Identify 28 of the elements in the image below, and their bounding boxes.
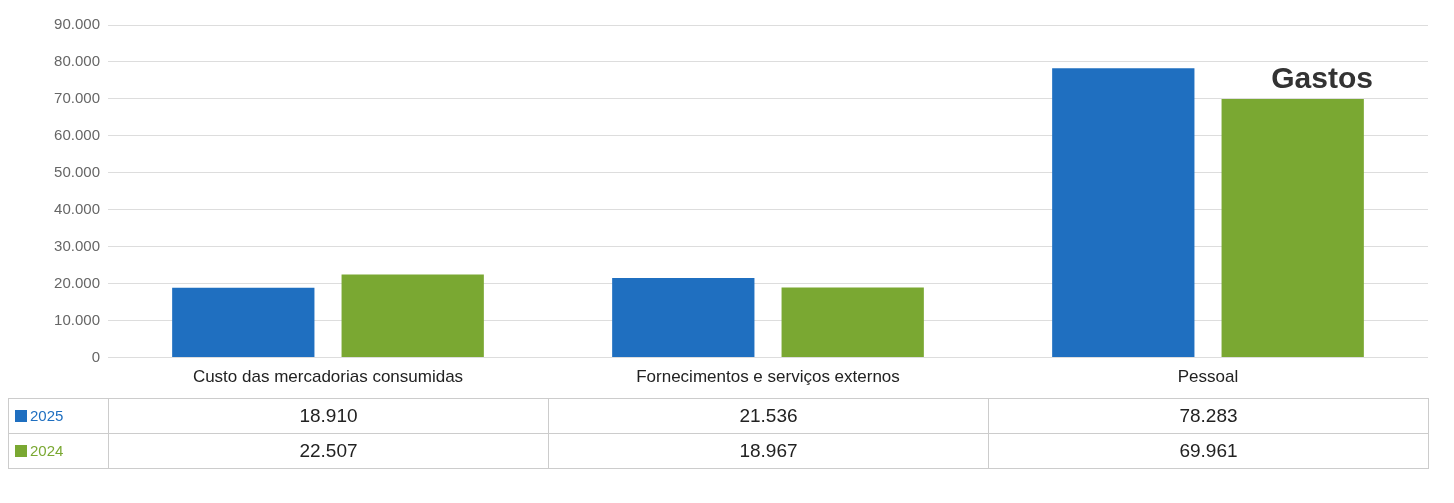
y-tick-label: 50.000 <box>54 162 100 180</box>
bar <box>172 287 315 358</box>
data-label: 78.283 <box>988 398 1429 434</box>
bar <box>1221 99 1364 358</box>
y-tick-label: 40.000 <box>54 199 100 217</box>
data-label: 21.536 <box>548 398 989 434</box>
y-tick-label: 0 <box>91 347 100 365</box>
data-label: 18.910 <box>108 398 549 434</box>
x-tick-label: Custo das mercadorias consumidas <box>192 367 464 387</box>
y-tick-label: 30.000 <box>54 236 100 254</box>
bar <box>781 287 924 358</box>
y-tick-label: 70.000 <box>54 89 100 107</box>
legend-label: 2024 <box>30 442 64 460</box>
bar <box>1052 68 1195 358</box>
y-tick-label: 10.000 <box>54 310 100 328</box>
bar <box>341 274 484 358</box>
y-tick-label: 90.000 <box>54 15 100 33</box>
text: Gastos <box>1271 61 1373 95</box>
data-label: 18.967 <box>548 433 989 469</box>
data-label: 22.507 <box>108 433 549 469</box>
legend-label: 2025 <box>30 407 64 425</box>
data-label: 69.961 <box>988 433 1429 469</box>
x-tick-label: Pessoal <box>1177 367 1239 387</box>
y-tick-label: 60.000 <box>54 126 100 144</box>
y-tick-label: 80.000 <box>54 52 100 70</box>
y-tick-label: 20.000 <box>54 273 100 291</box>
x-tick-label: Fornecimentos e serviços externos <box>636 367 900 387</box>
bar <box>612 278 755 358</box>
